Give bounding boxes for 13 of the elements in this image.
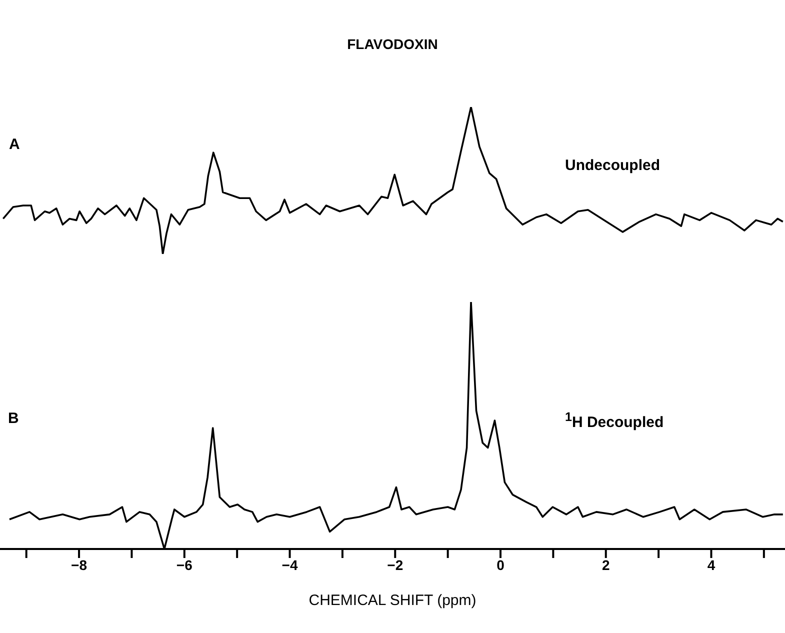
annotation: A (9, 136, 20, 153)
x-tick-label: −4 (282, 556, 298, 573)
x-tick-label: 4 (707, 556, 716, 573)
x-tick-label: −8 (71, 556, 88, 573)
annotation: B (8, 410, 19, 427)
x-tick-label: −2 (387, 556, 404, 573)
x-tick-label: −6 (176, 556, 193, 573)
x-axis-title: CHEMICAL SHIFT (ppm) (308, 592, 476, 609)
annotation: Undecoupled (565, 157, 660, 174)
x-tick-label: 2 (602, 556, 610, 573)
chart-title: FLAVODOXIN (346, 36, 439, 52)
x-tick-label: 0 (496, 556, 505, 573)
annotation: $^{1}$H Decoupled (565, 410, 664, 431)
